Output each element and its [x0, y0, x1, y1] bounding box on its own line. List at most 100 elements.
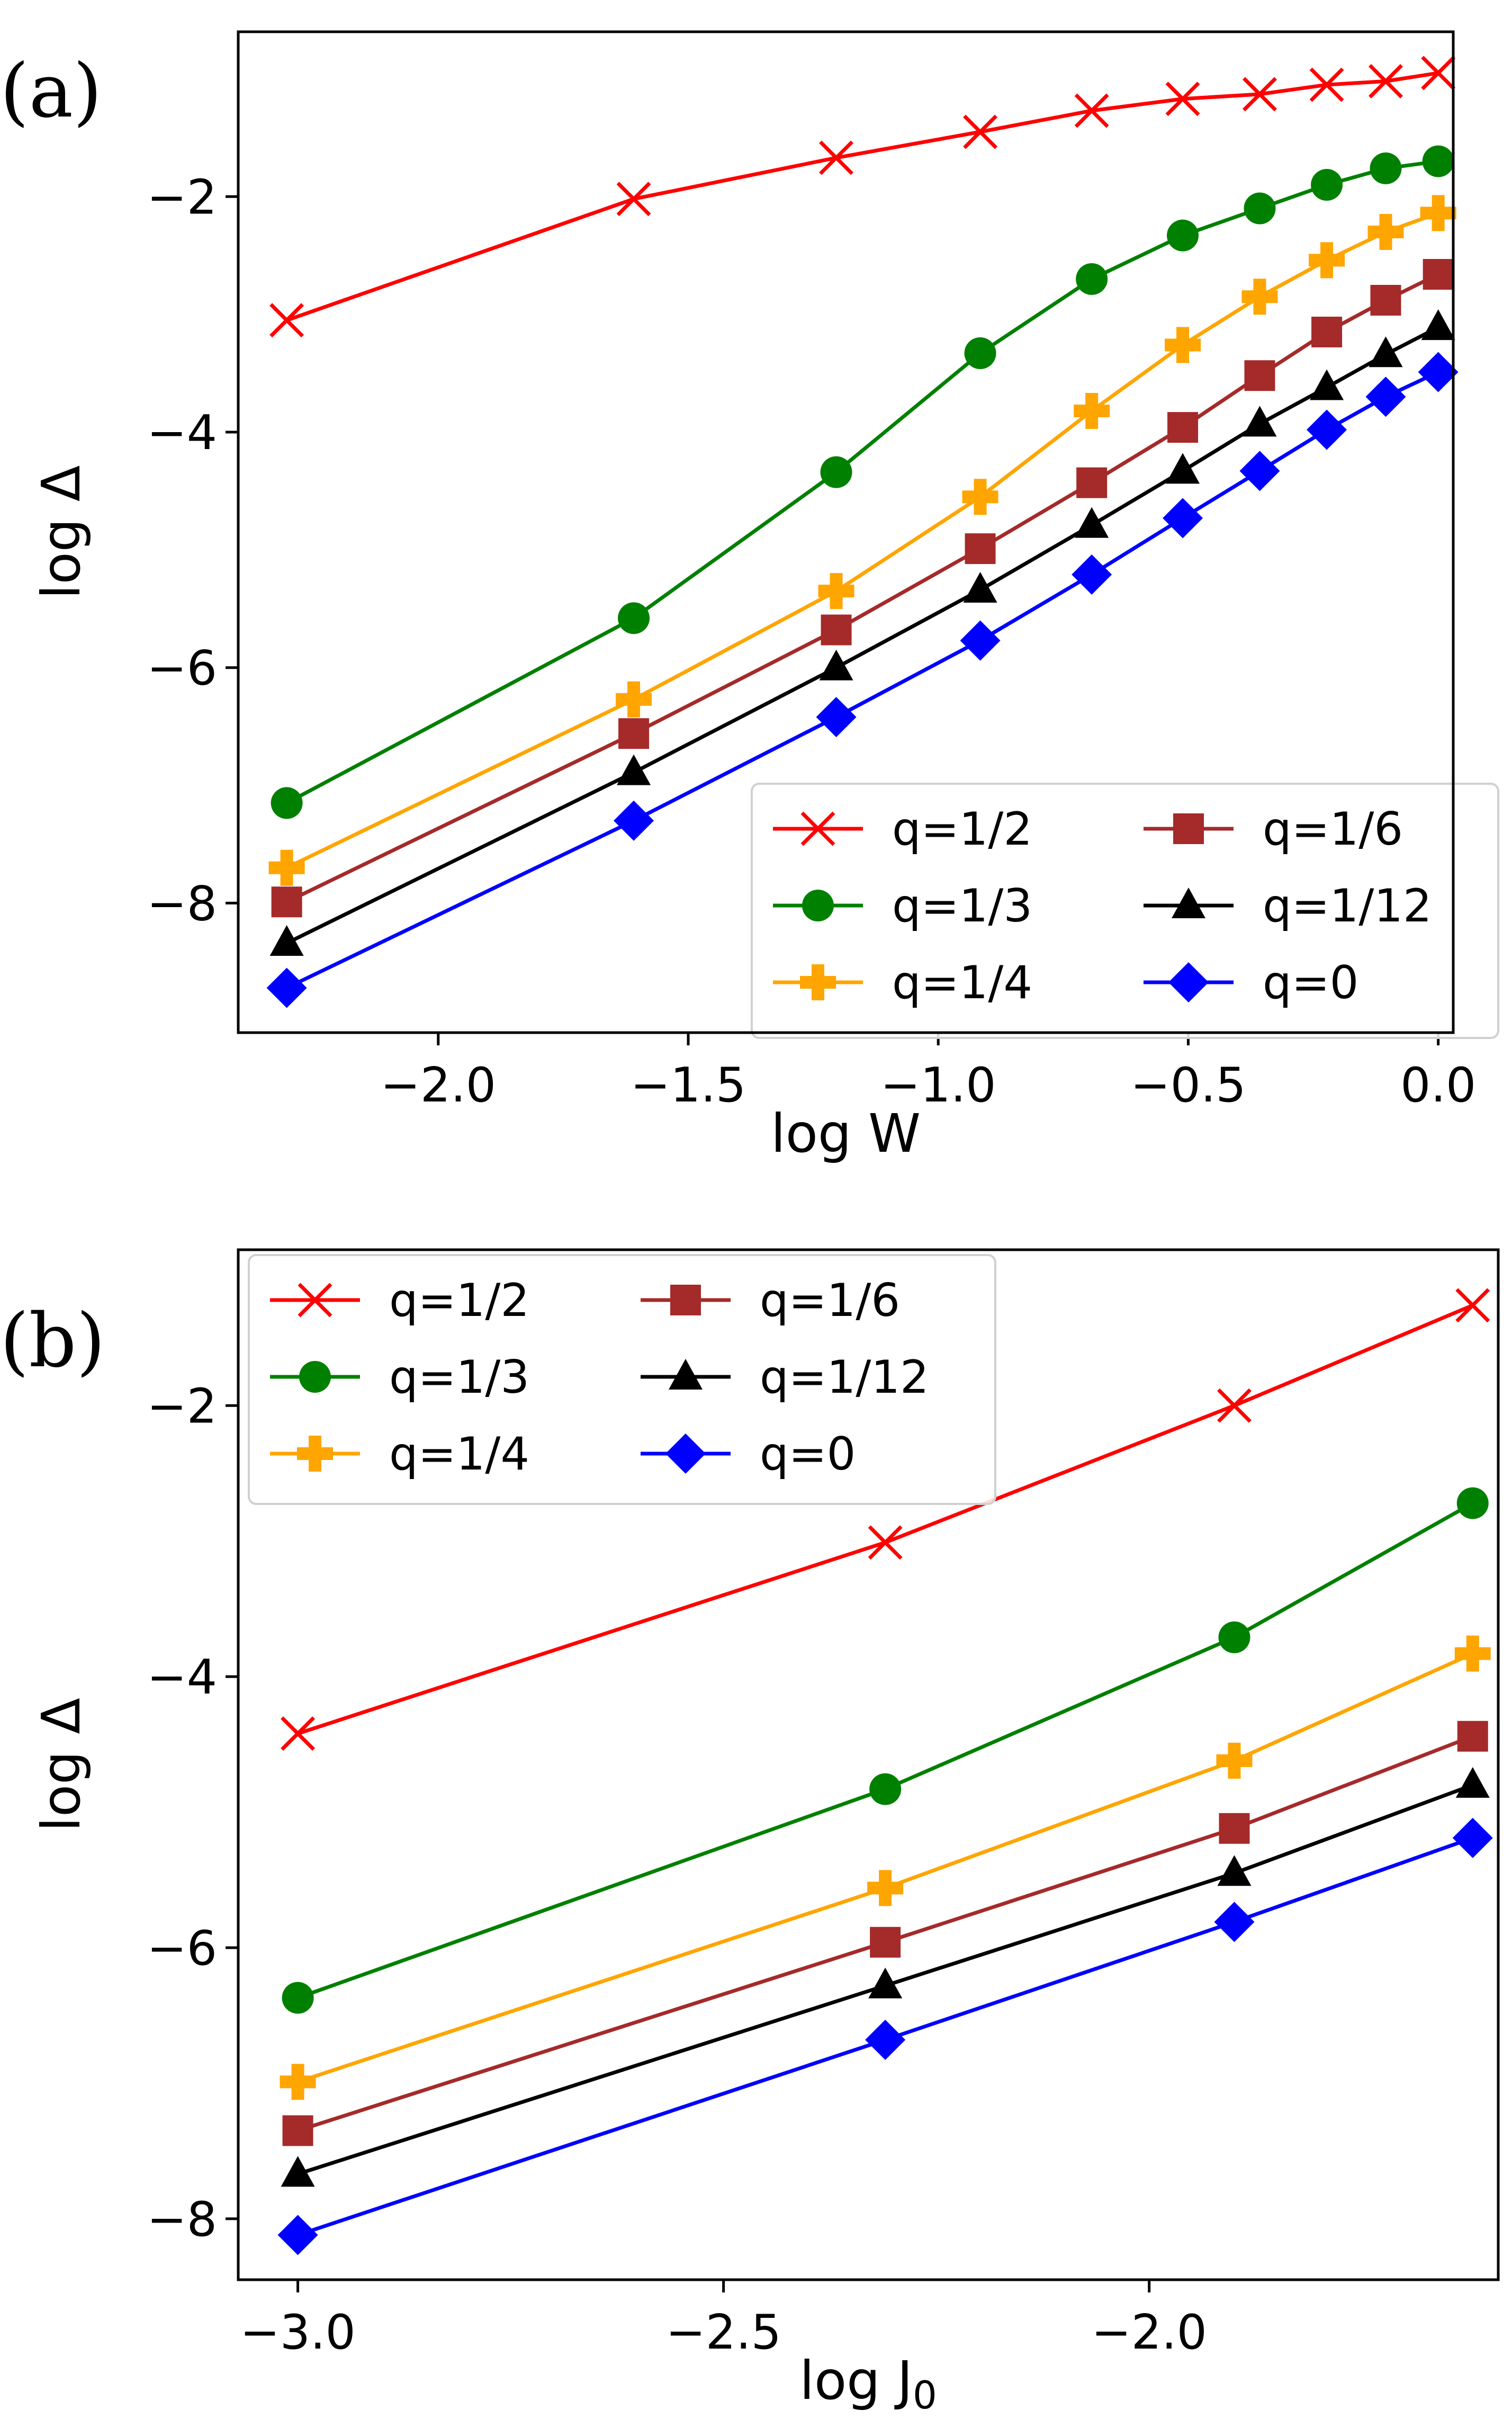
legend-label: q=1/3 — [389, 1351, 529, 1404]
data-point — [965, 533, 996, 565]
legend-marker — [299, 1361, 331, 1393]
series-line — [297, 1501, 1474, 2000]
series-line — [286, 272, 1439, 904]
plot-frame — [237, 30, 1455, 1034]
data-point — [1219, 1813, 1250, 1844]
data-point — [269, 925, 304, 956]
legend: q=1/2 q=1/3 q=1/4 q=1/6 q=1/12 q=0 — [248, 1254, 996, 1505]
data-point — [1163, 498, 1203, 539]
y-axis-label: log Δ — [30, 465, 92, 599]
series-q=1/3 — [271, 145, 1454, 819]
data-point — [277, 2215, 318, 2255]
data-point — [1421, 309, 1455, 341]
data-point — [868, 1967, 903, 1999]
data-point — [1218, 1621, 1250, 1653]
legend-marker — [665, 1433, 706, 1474]
data-point — [268, 849, 305, 886]
legend-label: q=1/4 — [892, 956, 1032, 1009]
legend-marker — [802, 890, 834, 921]
legend-label: q=0 — [1263, 956, 1358, 1009]
data-point — [614, 800, 654, 841]
data-point — [1420, 195, 1456, 231]
data-point — [1243, 406, 1277, 437]
y-tick-label: −4 — [147, 1650, 217, 1705]
data-point — [1422, 145, 1454, 177]
data-point — [820, 456, 852, 488]
legend-label: q=1/12 — [1263, 880, 1432, 933]
data-point — [1167, 412, 1199, 443]
data-point — [1370, 152, 1402, 184]
legend-label: q=1/2 — [892, 803, 1032, 856]
data-point — [963, 571, 997, 603]
data-point — [1455, 1767, 1490, 1798]
data-point — [867, 1870, 904, 1906]
data-point — [1075, 507, 1109, 538]
data-point — [271, 886, 302, 918]
data-point — [281, 1716, 316, 1751]
series-line — [285, 159, 1439, 805]
legend-frame — [248, 1254, 996, 1505]
x-axis-label: log J0 — [799, 2350, 937, 2417]
legend-marker — [800, 964, 836, 1000]
data-point — [1311, 317, 1343, 347]
data-point — [1310, 369, 1344, 400]
data-point — [1217, 1388, 1252, 1423]
data-point — [1365, 377, 1406, 417]
data-point — [1165, 82, 1200, 117]
plot-frame — [237, 1248, 1500, 2281]
x-tick-label: −2.0 — [381, 1058, 497, 1113]
data-point — [1214, 1902, 1255, 1942]
legend-entry: q=1/12 — [1144, 880, 1432, 933]
legend-label: q=1/4 — [389, 1428, 529, 1481]
data-point — [1244, 360, 1275, 391]
data-point — [266, 967, 307, 1008]
data-point — [816, 697, 857, 738]
data-point — [1217, 1855, 1252, 1886]
data-point — [616, 681, 652, 718]
data-point — [1456, 1487, 1489, 1519]
data-point — [870, 1927, 901, 1958]
legend-entry: q=0 — [641, 1428, 856, 1481]
data-point — [618, 602, 650, 634]
data-point — [819, 140, 854, 175]
y-tick-label: −4 — [147, 405, 217, 461]
data-point — [962, 479, 998, 515]
legend-label: q=1/12 — [760, 1351, 929, 1404]
data-point — [1367, 214, 1404, 250]
data-point — [1455, 1288, 1490, 1323]
data-point — [1243, 77, 1277, 112]
legend-entry: q=0 — [1144, 956, 1358, 1009]
legend-label: q=1/3 — [892, 880, 1032, 933]
legend-marker — [297, 1436, 333, 1472]
x-tick-label: −1.5 — [631, 1058, 746, 1113]
legend-marker — [298, 1283, 332, 1318]
data-point — [1074, 93, 1109, 128]
series-q=1/6 — [282, 1721, 1488, 2146]
series-q=1/12 — [281, 1767, 1490, 2187]
legend-label: q=0 — [760, 1428, 856, 1481]
data-point — [1165, 327, 1201, 363]
data-point — [618, 718, 650, 749]
legend-frame — [751, 783, 1499, 1039]
series-q=1/4 — [268, 195, 1456, 886]
data-point — [1369, 64, 1403, 98]
legend-marker — [670, 1285, 701, 1315]
x-tick-label: 0.0 — [1400, 1058, 1476, 1113]
legend-entry: q=1/4 — [270, 1428, 529, 1481]
data-point — [1309, 67, 1344, 102]
legend-entry: q=1/4 — [773, 956, 1032, 1009]
x-tick-label: −2.5 — [665, 2305, 781, 2360]
series-line — [286, 71, 1439, 322]
data-point — [1166, 453, 1200, 484]
data-point — [617, 754, 651, 785]
series-q=1/6 — [271, 259, 1454, 918]
data-point — [821, 614, 852, 646]
series-line — [297, 1303, 1474, 1735]
legend-entry: q=1/6 — [1144, 803, 1403, 856]
x-axis-label-subscript: 0 — [913, 2373, 937, 2417]
series-line — [286, 211, 1439, 870]
data-point — [1452, 1817, 1493, 1858]
legend-entry: q=1/6 — [641, 1274, 900, 1327]
panel-label: (b) — [0, 1298, 105, 1384]
